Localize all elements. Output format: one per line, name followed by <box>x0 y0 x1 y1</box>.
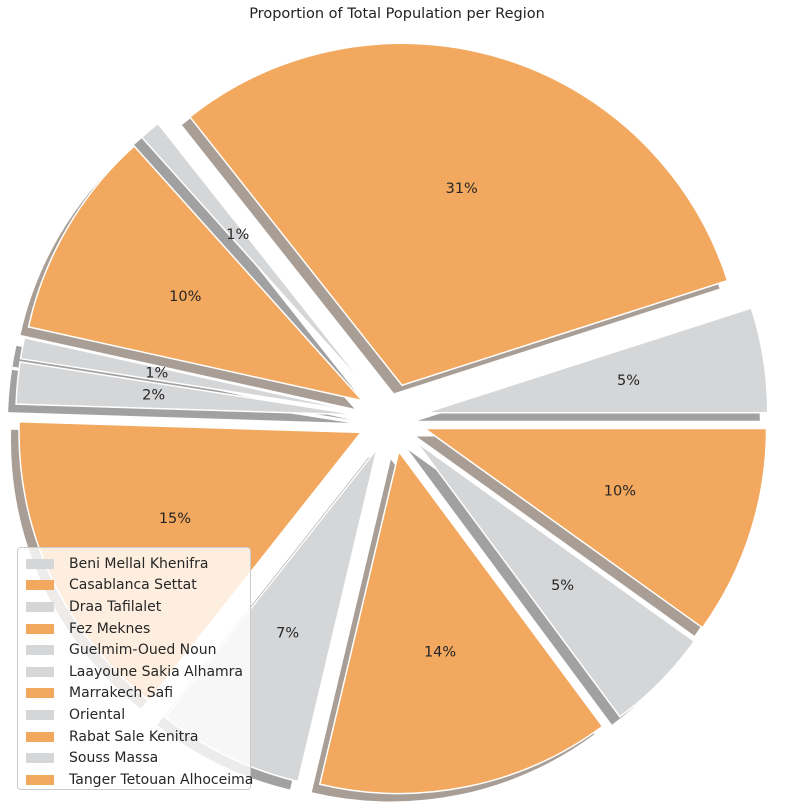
slice-percent-label: 5% <box>551 578 574 594</box>
legend-swatch <box>26 558 54 569</box>
legend-label: Souss Massa <box>69 750 159 767</box>
slice-percent-label: 1% <box>226 227 249 243</box>
pie-slice <box>15 360 359 416</box>
legend-label: Marrakech Safi <box>69 685 174 702</box>
pie-slice <box>188 42 729 387</box>
legend-swatch <box>26 580 54 591</box>
legend-swatch <box>26 666 54 677</box>
chart-title: Proportion of Total Population per Regio… <box>249 6 545 22</box>
legend-item: Draa Tafilalet <box>26 596 250 618</box>
legend-item: Souss Massa <box>26 747 250 769</box>
legend-item: Casablanca Settat <box>26 575 250 597</box>
slice-percent-label: 5% <box>617 373 640 389</box>
slice-percent-label: 10% <box>169 289 201 305</box>
legend-item: Beni Mellal Khenifra <box>26 553 250 575</box>
legend-swatch <box>26 688 54 699</box>
pie-slice <box>140 122 371 393</box>
pie-slice <box>425 307 769 414</box>
legend-item: Laayoune Sakia Alhamra <box>26 661 250 683</box>
legend-label: Beni Mellal Khenifra <box>69 555 209 572</box>
pie-slice <box>415 441 696 718</box>
legend-label: Tanger Tetouan Alhoceima <box>69 771 254 788</box>
legend-swatch <box>26 645 54 656</box>
legend-label: Rabat Sale Kenitra <box>69 728 199 745</box>
slice-percent-label: 10% <box>604 483 636 499</box>
legend-swatch <box>26 753 54 764</box>
slice-percent-label: 7% <box>276 625 299 641</box>
label-layer: 5% 31% 1% 10% 1% 2% 15% 7% 14% 5% 10% <box>142 181 640 661</box>
pie-slice <box>422 427 768 629</box>
legend-item: Oriental <box>26 704 250 726</box>
legend-swatch <box>26 601 54 612</box>
legend-swatch <box>26 623 54 634</box>
legend-swatch <box>26 774 54 785</box>
legend-label: Oriental <box>69 706 126 723</box>
legend-item: Guelmim-Oued Noun <box>26 639 250 661</box>
slice-percent-label: 15% <box>159 511 191 527</box>
legend-label: Guelmim-Oued Noun <box>69 642 217 659</box>
slice-shadow <box>133 131 362 400</box>
legend-item: Tanger Tetouan Alhoceima <box>26 769 254 791</box>
pie-slice <box>19 336 359 413</box>
legend-item: Fez Meknes <box>26 618 250 640</box>
legend-item: Rabat Sale Kenitra <box>26 726 250 748</box>
legend-label: Laayoune Sakia Alhamra <box>69 663 244 680</box>
legend-item: Marrakech Safi <box>26 683 250 705</box>
pie-slice <box>27 145 365 402</box>
legend-swatch <box>26 709 54 720</box>
legend-label: Fez Meknes <box>69 620 151 637</box>
slice-percent-label: 14% <box>424 645 456 661</box>
legend-label: Casablanca Settat <box>69 577 197 594</box>
legend: Beni Mellal Khenifra Casablanca Settat Dra… <box>17 547 254 791</box>
legend-swatch <box>26 731 54 742</box>
slice-percent-label: 2% <box>142 388 165 404</box>
legend-label: Draa Tafilalet <box>69 598 162 615</box>
pie-slice <box>318 449 604 795</box>
slice-percent-label: 31% <box>446 181 478 197</box>
slice-percent-label: 1% <box>145 366 168 382</box>
